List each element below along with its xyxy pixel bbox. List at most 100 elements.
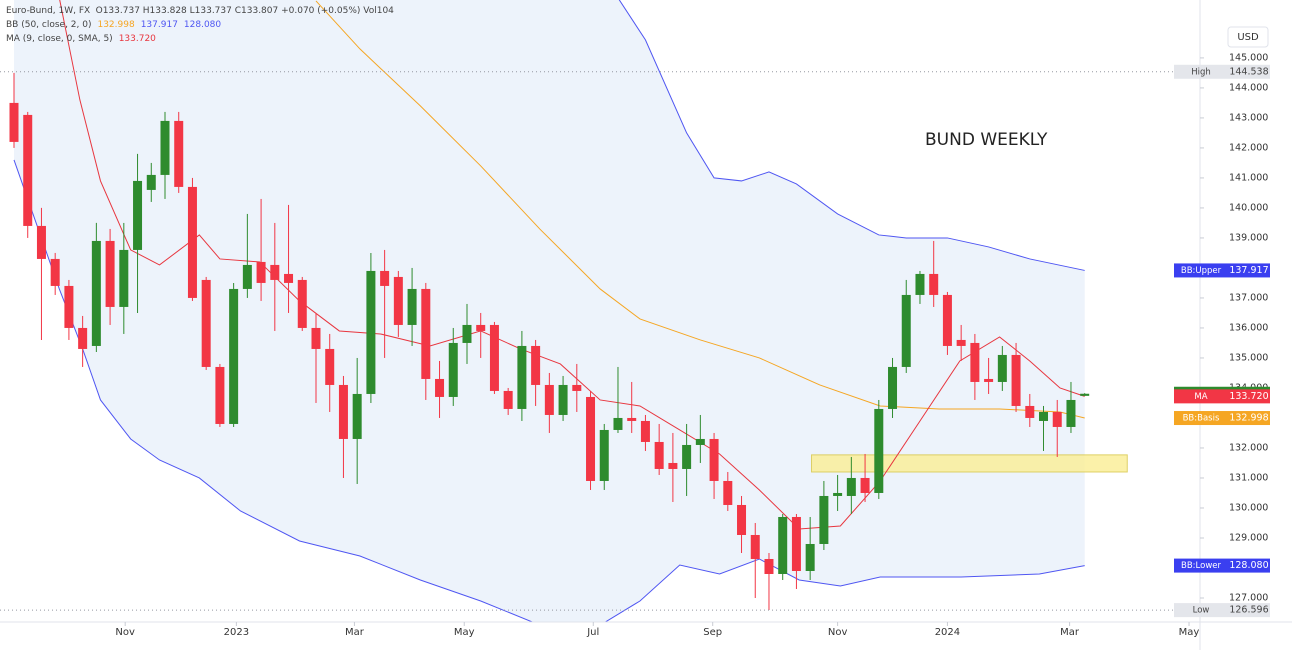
candle-body xyxy=(9,102,19,142)
x-tick-label: Nov xyxy=(115,627,135,638)
price-tag-value: 126.596 xyxy=(1229,605,1268,616)
candle-body xyxy=(64,285,74,328)
y-tick-label: 132.000 xyxy=(1229,442,1268,453)
price-tag-value: 132.998 xyxy=(1229,413,1268,424)
candle-body xyxy=(119,249,129,307)
y-tick-label: 135.000 xyxy=(1229,352,1268,363)
candle-body xyxy=(270,264,280,280)
candle-body xyxy=(517,345,527,409)
indicator-value: 128.080 xyxy=(184,20,221,30)
currency: USD xyxy=(1237,32,1259,43)
candle-body xyxy=(997,354,1007,382)
price-tag-name-box xyxy=(1174,603,1228,618)
candle-body xyxy=(737,504,747,535)
x-tick-label: Mar xyxy=(1060,627,1080,638)
y-tick-label: 129.000 xyxy=(1229,532,1268,543)
candle-body xyxy=(91,240,101,346)
candle-body xyxy=(709,438,719,481)
candle-body xyxy=(1011,354,1021,406)
y-tick-label: 142.000 xyxy=(1229,142,1268,153)
indicator-value: 137.917 xyxy=(141,20,178,30)
price-tag-value-box xyxy=(1228,64,1270,79)
price-tag-name-box xyxy=(1174,389,1228,404)
candle-body xyxy=(599,429,609,481)
candle-body xyxy=(146,174,156,190)
indicator-label: BB (50, close, 2, 0) xyxy=(6,20,91,30)
annotation: BUND WEEKLY xyxy=(925,130,1048,150)
price-tag-name: BB:Lower xyxy=(1181,561,1221,571)
support-zone xyxy=(811,454,1128,473)
candle-body xyxy=(338,384,348,439)
candle-body xyxy=(888,366,898,409)
candle-body xyxy=(284,273,294,283)
candle-body xyxy=(1080,393,1090,396)
candle-body xyxy=(613,417,623,430)
price-tag-value-box xyxy=(1228,411,1270,426)
candle-body xyxy=(586,396,596,481)
price-tag-value-box xyxy=(1228,558,1270,573)
candle-body xyxy=(723,480,733,505)
x-tick-label: May xyxy=(1179,627,1200,638)
candle-body xyxy=(1039,411,1049,421)
candle-body xyxy=(668,462,678,469)
indicator-line: MA (9, close, 0, SMA, 5) 133.720 xyxy=(6,34,156,44)
candle-body xyxy=(133,180,143,250)
x-tick-label: Jul xyxy=(586,627,599,638)
candle-body xyxy=(846,477,856,496)
candle-body xyxy=(78,327,88,349)
header-title: Euro-Bund, 1W, FX xyxy=(6,6,90,16)
price-tag-value: 133.720 xyxy=(1229,391,1268,402)
indicator-value: 132.998 xyxy=(97,20,134,30)
price-tag-value: 128.080 xyxy=(1229,560,1268,571)
price-tag-value: 137.917 xyxy=(1229,265,1268,276)
candle-body xyxy=(942,294,952,346)
candle-body xyxy=(297,279,307,328)
indicator-value: 133.720 xyxy=(119,34,156,44)
candle-body xyxy=(764,558,774,574)
header-line: Euro-Bund, 1W, FX O133.737 H133.828 L133.… xyxy=(6,6,394,16)
candle-body xyxy=(448,342,458,397)
candle-body xyxy=(1052,411,1062,427)
candle-body xyxy=(984,378,994,382)
y-tick-label: 144.000 xyxy=(1229,82,1268,93)
candle-body xyxy=(393,276,403,325)
candle-body xyxy=(640,420,650,442)
indicator-label: MA (9, close, 0, SMA, 5) xyxy=(6,34,113,44)
header-ohlc: O133.737 H133.828 L133.737 C133.807 +0.0… xyxy=(96,6,395,16)
candle-body xyxy=(956,339,966,346)
candle-body xyxy=(915,273,925,295)
y-tick-label: 143.000 xyxy=(1229,112,1268,123)
candle-body xyxy=(572,384,582,391)
candle-body xyxy=(380,270,390,286)
x-tick-label: 2024 xyxy=(935,627,960,638)
indicator-line xyxy=(618,0,1085,271)
y-tick-label: 130.000 xyxy=(1229,502,1268,513)
candle-body xyxy=(256,261,266,283)
candle-body xyxy=(229,288,239,424)
candle-body xyxy=(819,495,829,544)
candle-body xyxy=(311,327,321,349)
indicator-line xyxy=(13,159,1085,622)
y-tick-label: 141.000 xyxy=(1229,172,1268,183)
candle-body xyxy=(462,324,472,343)
candle-body xyxy=(201,279,211,367)
price-tag-value: 144.538 xyxy=(1229,66,1268,77)
y-tick-label: 137.000 xyxy=(1229,292,1268,303)
x-tick-label: May xyxy=(454,627,475,638)
y-tick-label: 140.000 xyxy=(1229,202,1268,213)
candle-body xyxy=(23,114,33,226)
price-tag-name-box xyxy=(1174,263,1228,278)
candle-body xyxy=(407,288,417,325)
x-tick-label: Mar xyxy=(345,627,365,638)
candle-body xyxy=(544,384,554,415)
x-tick-label: 2023 xyxy=(224,627,249,638)
candle-body xyxy=(791,516,801,571)
x-tick-label: Nov xyxy=(828,627,848,638)
price-tag-value-box xyxy=(1228,263,1270,278)
currency-box xyxy=(1227,26,1269,48)
candle-body xyxy=(476,324,486,331)
candle-body xyxy=(970,342,980,382)
x-tick-label: Sep xyxy=(703,627,722,638)
